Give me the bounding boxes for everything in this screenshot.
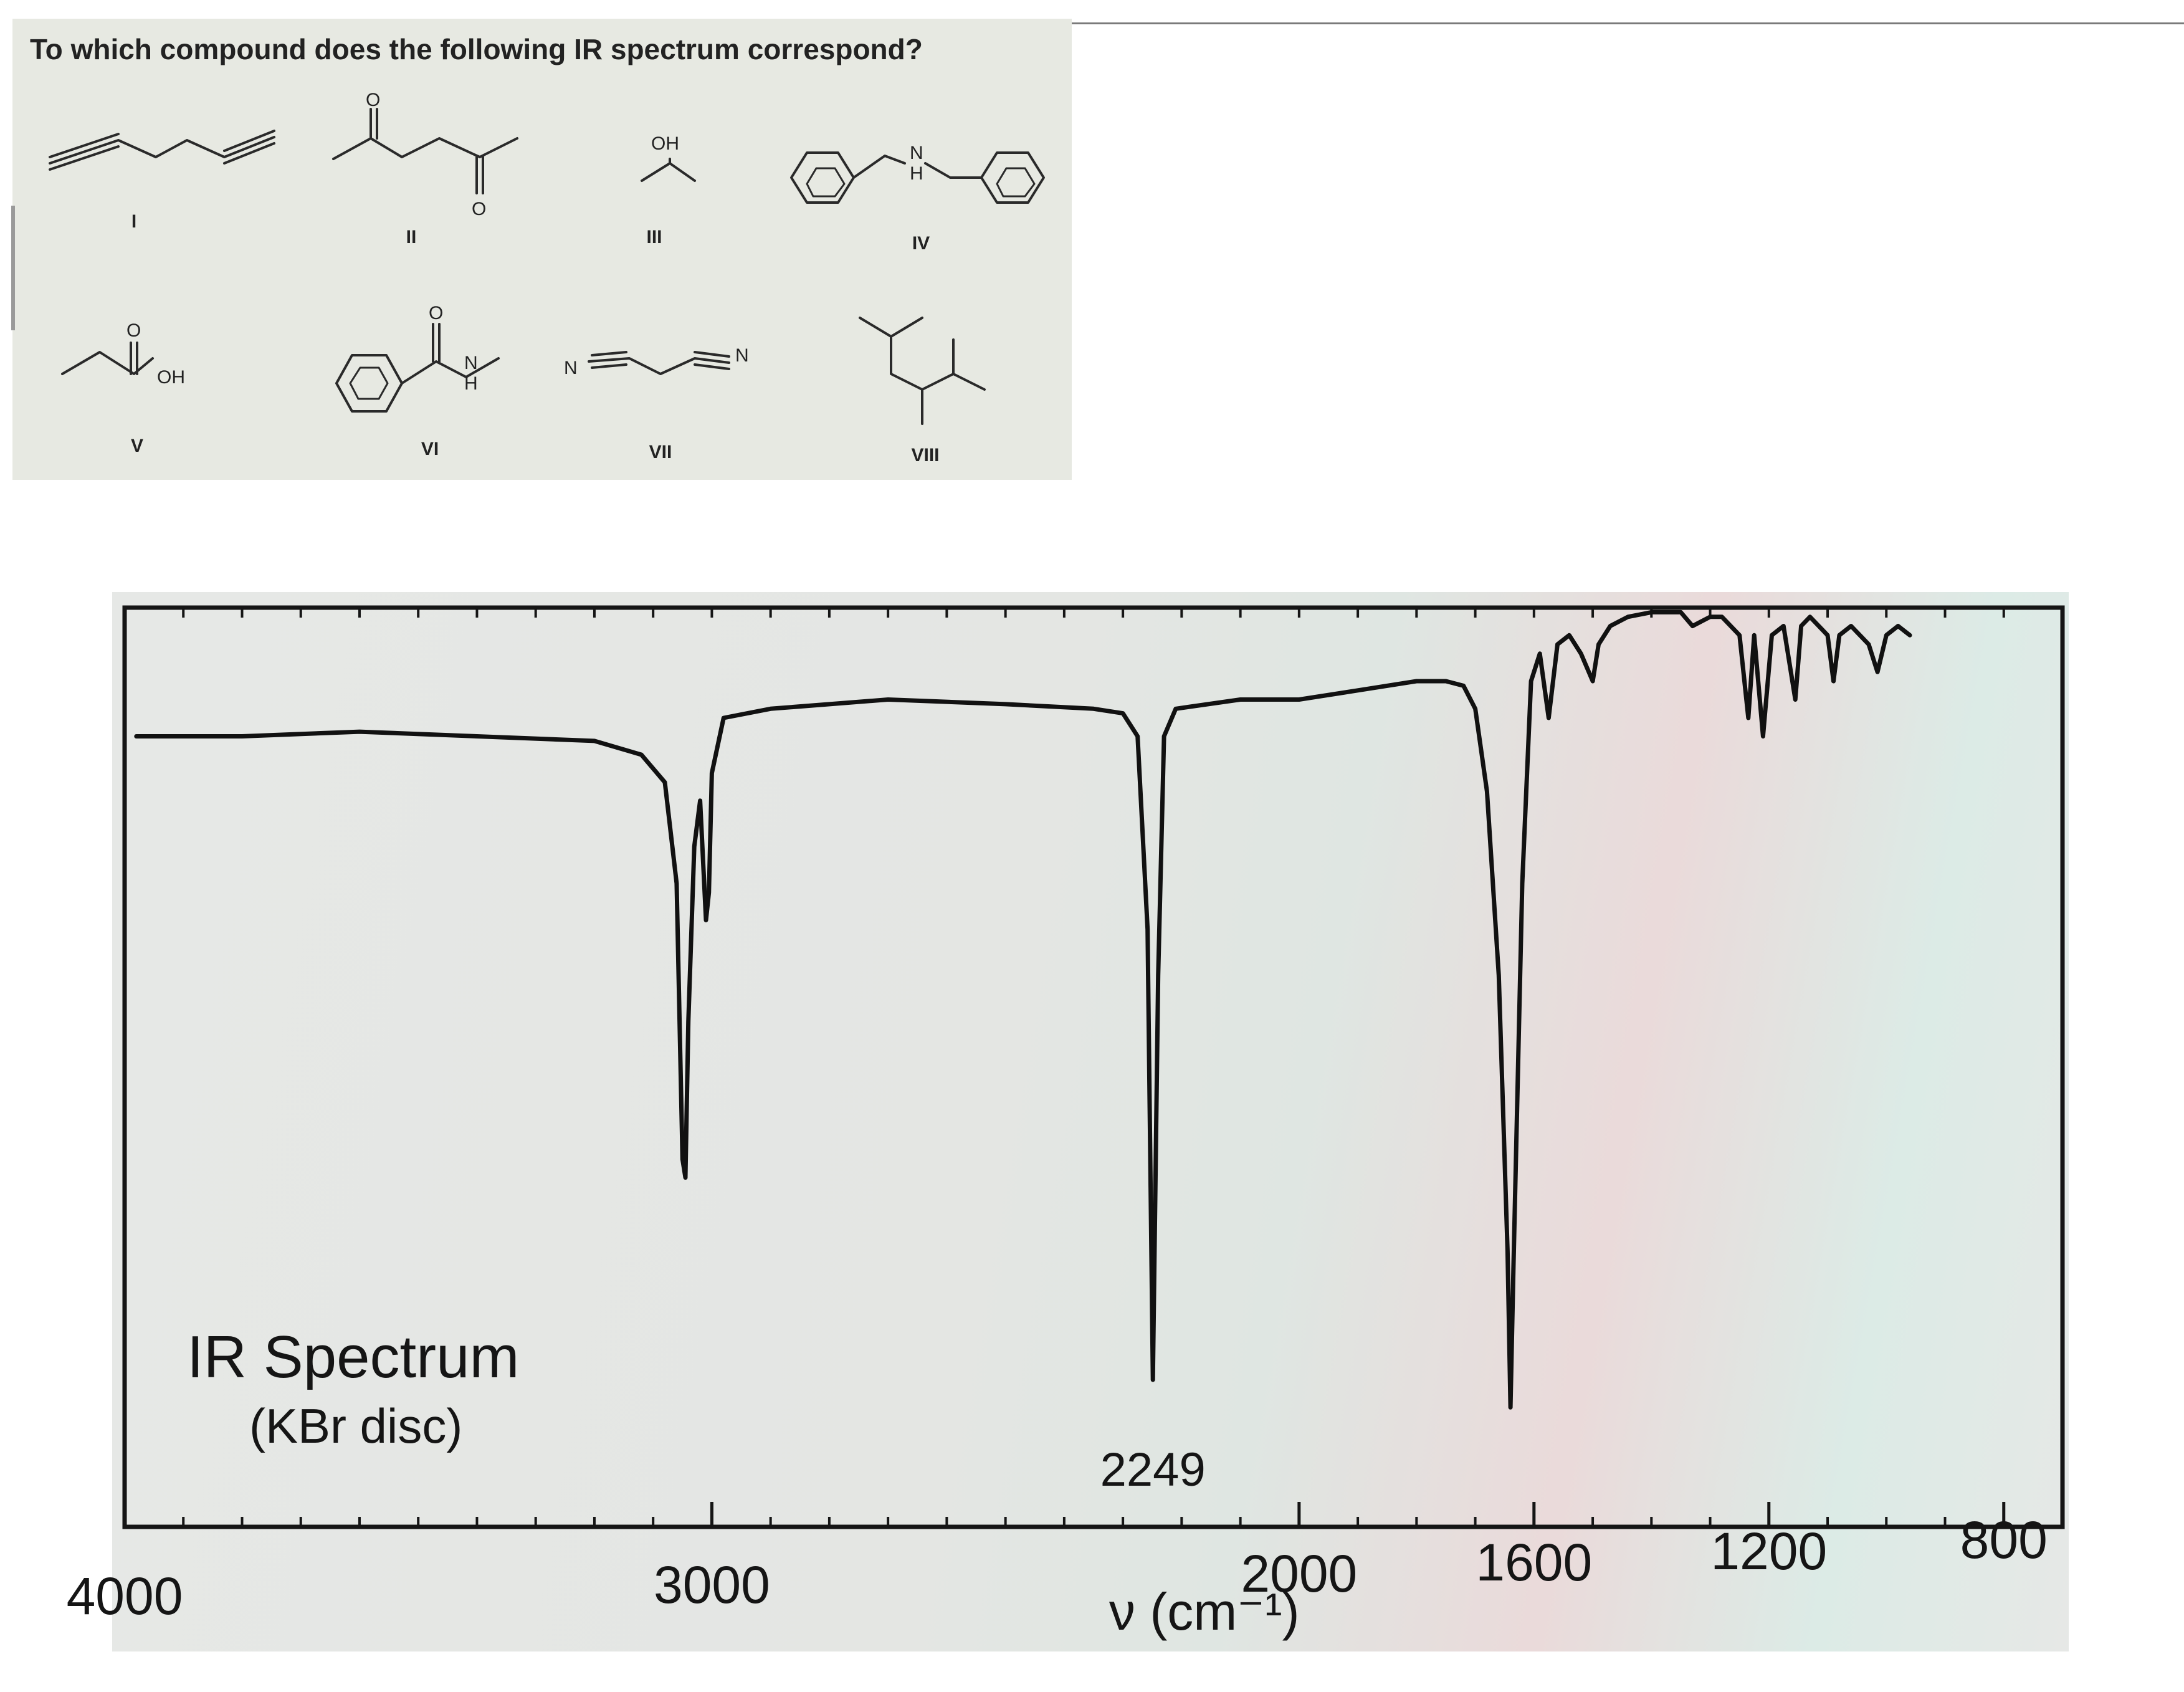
x-axis-tick-labels: 4000 3000 2000 1600 1200 800: [67, 1511, 2048, 1625]
chart-title: IR Spectrum: [187, 1324, 519, 1390]
atom-n-vii-b: N: [735, 345, 749, 366]
compound-label-i: I: [131, 211, 136, 232]
compound-panel: [12, 19, 1072, 480]
compound-label-vi: VI: [421, 439, 439, 459]
atom-o-ii-a: O: [366, 90, 380, 110]
plot-border: [122, 605, 2065, 1529]
x-tick-label: 1600: [1476, 1533, 1592, 1592]
compound-label-viii: VIII: [911, 445, 939, 466]
question-text: To which compound does the following IR …: [30, 33, 923, 65]
atom-h-iv: H: [910, 163, 923, 184]
compound-structures: O O OH N H O OH O N H N N I II III IV V …: [49, 90, 1045, 466]
x-tick-label: 2000: [1241, 1544, 1357, 1603]
compound-label-vii: VII: [649, 442, 672, 462]
atom-o-ii-b: O: [472, 199, 486, 219]
atom-h-vi: H: [464, 373, 478, 394]
x-tick-label: 800: [1960, 1511, 2048, 1569]
atom-n-vii-a: N: [564, 358, 578, 378]
compound-label-iii: III: [646, 227, 662, 247]
atom-o-v: O: [126, 320, 141, 341]
compound-label-iv: IV: [912, 233, 930, 254]
compound-vi-structure: [335, 323, 500, 413]
compound-iv-structure: [790, 151, 1045, 204]
compound-iii-structure: [641, 158, 696, 182]
spectrum-photo-background: [112, 592, 2069, 1651]
compound-label-v: V: [131, 436, 143, 456]
atom-oh-v: OH: [157, 367, 185, 388]
divider-line: [1072, 22, 2184, 24]
x-tick-label: 4000: [67, 1567, 183, 1625]
peak-label: 2249: [1100, 1443, 1206, 1496]
compound-v-structure: [61, 342, 154, 375]
spectrum-series: [134, 609, 1912, 1410]
peak-annotations: 2249: [1100, 1443, 1206, 1496]
x-tick-label: 1200: [1710, 1522, 1827, 1580]
compound-label-ii: II: [406, 227, 417, 247]
x-tick-label: 3000: [654, 1556, 770, 1614]
chart-subtitle: (KBr disc): [249, 1398, 462, 1453]
spectrum-line-0: [134, 609, 1912, 1410]
compound-viii-structure: [859, 317, 986, 425]
atom-o-vi: O: [429, 303, 443, 323]
compound-ii-structure: [332, 108, 518, 194]
x-axis-ticks: [123, 608, 2064, 1527]
x-axis-label: ν (cm⁻¹): [1109, 1582, 1300, 1641]
chart-frame: [122, 605, 2065, 1529]
atom-n-vi: N: [464, 353, 478, 373]
atom-oh-iii: OH: [651, 133, 679, 154]
atom-n-iv: N: [910, 143, 923, 163]
compound-i-structure: [49, 130, 275, 171]
compound-vii-structure: [588, 351, 730, 375]
divider-line-left: [11, 206, 15, 330]
